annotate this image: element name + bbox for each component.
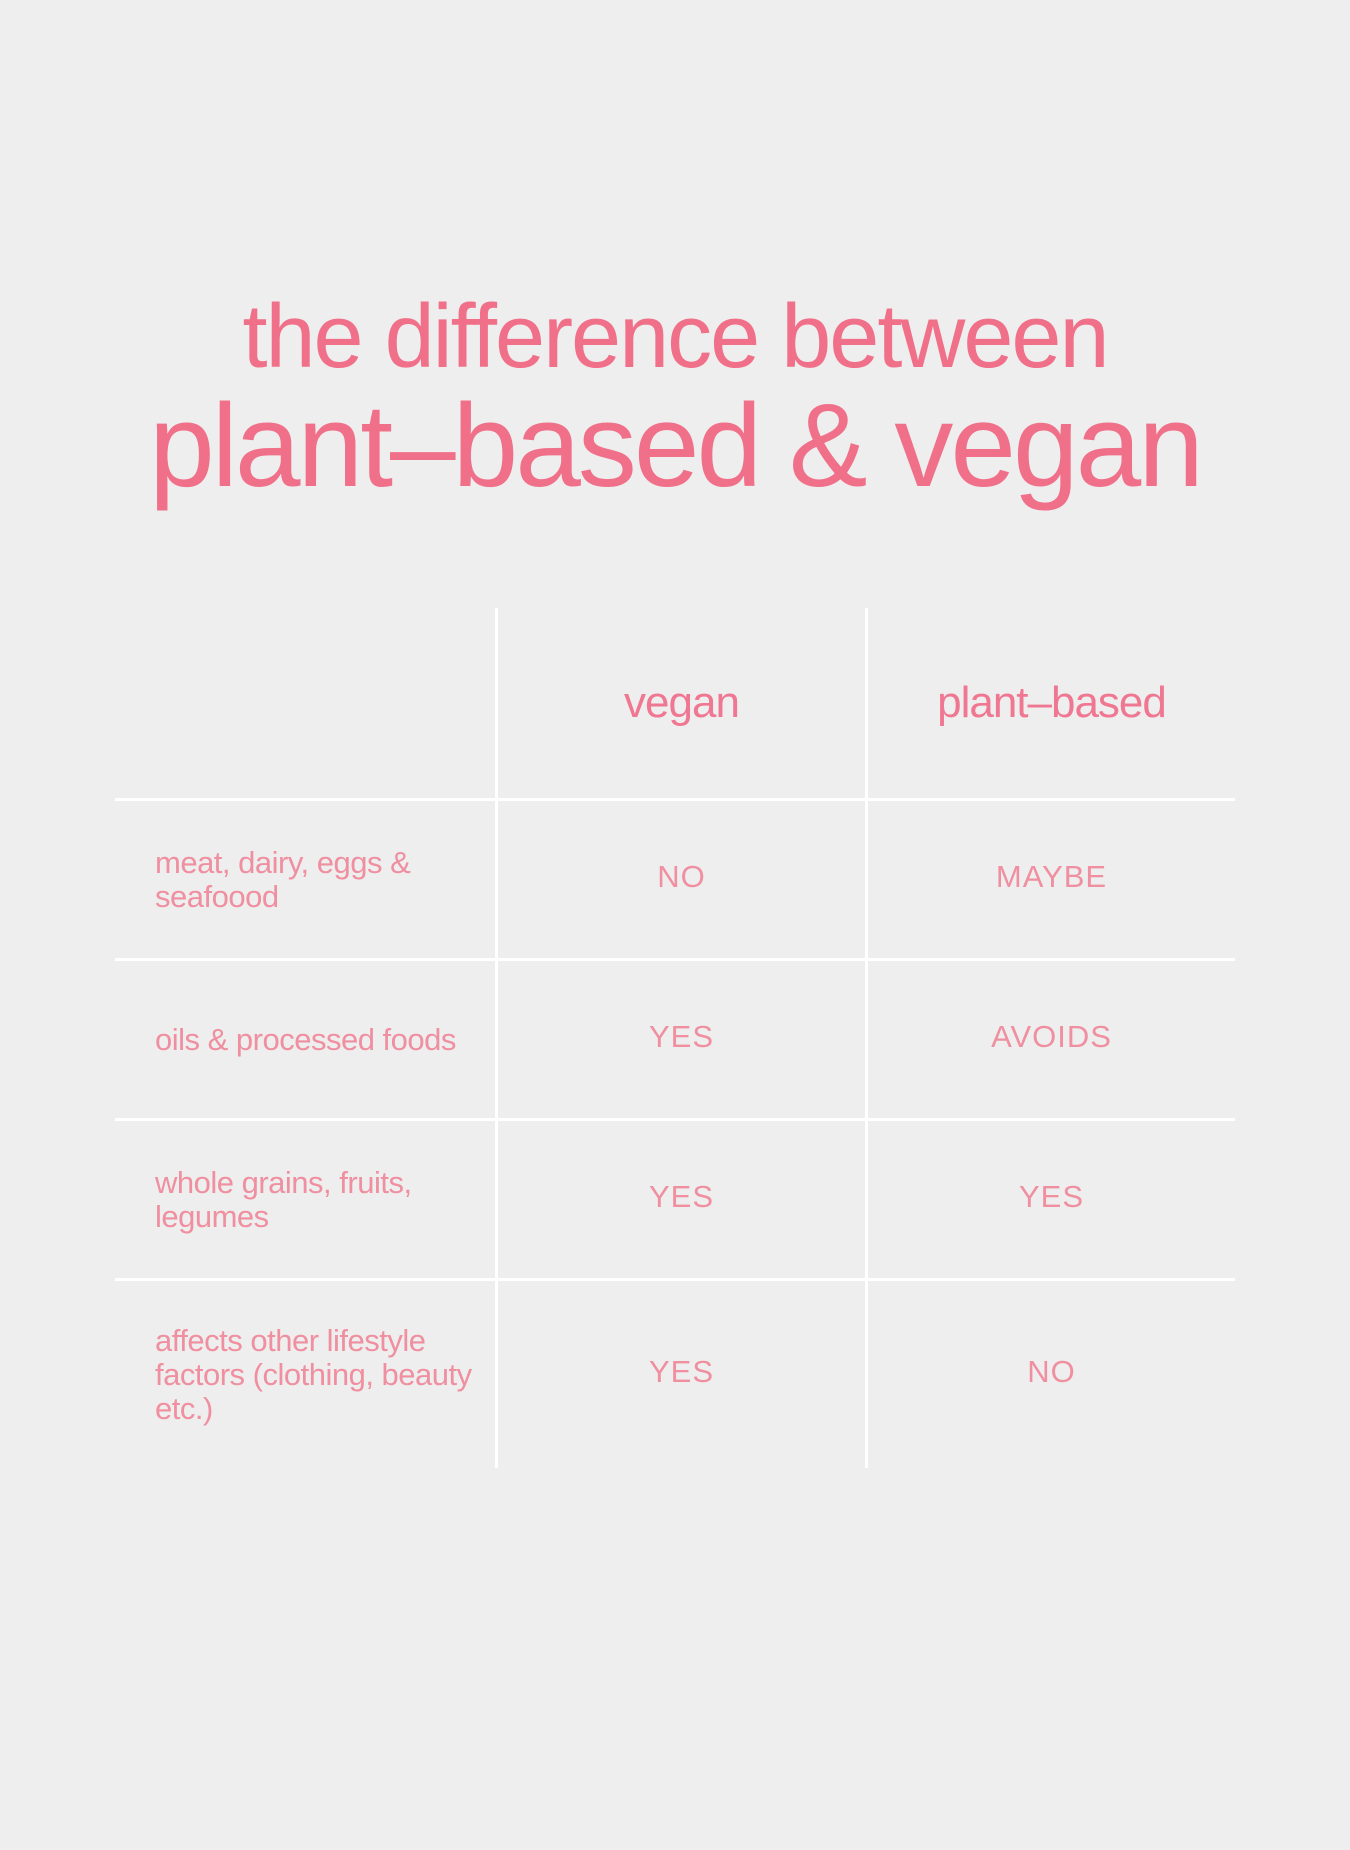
row-value-plant: YES: [865, 1121, 1235, 1278]
title-line-2: plant–based & vegan: [0, 385, 1350, 509]
row-value-vegan: YES: [495, 1281, 865, 1468]
row-value-plant: MAYBE: [865, 801, 1235, 958]
row-value-vegan: NO: [495, 801, 865, 958]
row-label: affects other lifestyle factors (clothin…: [115, 1281, 495, 1468]
row-value-vegan: YES: [495, 961, 865, 1118]
row-value-vegan: YES: [495, 1121, 865, 1278]
infographic-page: the difference between plant–based & veg…: [0, 0, 1350, 1850]
table-header-plant-based: plant–based: [865, 608, 1235, 798]
row-value-plant: AVOIDS: [865, 961, 1235, 1118]
row-label: whole grains, fruits, legumes: [115, 1121, 495, 1278]
table-row: oils & processed foods YES AVOIDS: [115, 958, 1235, 1118]
row-label: meat, dairy, eggs & seafoood: [115, 801, 495, 958]
title-block: the difference between plant–based & veg…: [0, 290, 1350, 508]
row-value-plant: NO: [865, 1281, 1235, 1468]
table-header-vegan: vegan: [495, 608, 865, 798]
table-row: whole grains, fruits, legumes YES YES: [115, 1118, 1235, 1278]
title-line-1: the difference between: [0, 290, 1350, 385]
table-row: affects other lifestyle factors (clothin…: [115, 1278, 1235, 1468]
comparison-table: vegan plant–based meat, dairy, eggs & se…: [115, 608, 1235, 1468]
table-row: meat, dairy, eggs & seafoood NO MAYBE: [115, 798, 1235, 958]
table-header-row: vegan plant–based: [115, 608, 1235, 798]
row-label: oils & processed foods: [115, 961, 495, 1118]
table-header-blank: [115, 608, 495, 798]
